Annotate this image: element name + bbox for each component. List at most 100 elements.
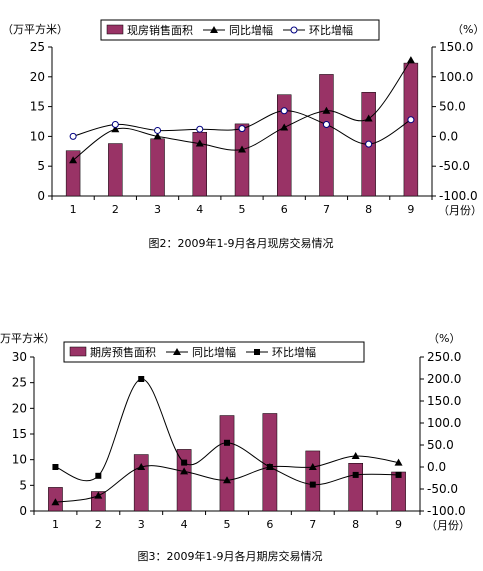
x-tick-label: 5 xyxy=(239,203,246,216)
series-1-point-3 xyxy=(138,376,145,382)
bar-3 xyxy=(150,138,165,197)
series-1-point-6 xyxy=(280,107,288,115)
right-tick-label: -100.0 xyxy=(439,189,478,203)
x-tick-label: 9 xyxy=(407,203,414,216)
x-tick-label: 7 xyxy=(309,518,316,531)
bar-8 xyxy=(348,463,363,512)
series-0-point-3 xyxy=(153,132,162,140)
series-line-1 xyxy=(55,378,399,486)
series-1-point-7 xyxy=(309,481,316,488)
chart-presale-housing: 0 5 10 15 20 25 30 -100.0 -50.0 0.0 50.0 100.0 150.0… xyxy=(0,290,483,567)
bar-5 xyxy=(234,123,250,197)
series-1-point-5 xyxy=(238,125,246,133)
x-tick-label: 4 xyxy=(196,203,203,216)
series-1-point-5 xyxy=(224,439,230,446)
left-tick-label: 10 xyxy=(12,453,27,467)
bar-7 xyxy=(305,450,321,512)
series-1-point-2 xyxy=(95,472,102,479)
bar-6 xyxy=(262,413,278,512)
x-axis-label: （月份） xyxy=(438,204,482,217)
series-1-point-1 xyxy=(69,132,77,140)
left-tick-label: 15 xyxy=(12,427,27,441)
x-tick-label: 3 xyxy=(154,203,161,216)
legend-swatch-bar xyxy=(69,346,87,357)
series-1-point-4 xyxy=(196,125,204,133)
legend-label-2: 环比增幅 xyxy=(309,23,353,37)
x-tick-label: 4 xyxy=(181,518,188,531)
bar-4 xyxy=(176,449,192,512)
series-0-point-9 xyxy=(394,458,403,466)
right-tick-label: 0.0 xyxy=(427,460,446,474)
x-tick-label: 5 xyxy=(224,518,231,531)
series-1-point-8 xyxy=(352,471,359,478)
x-tick-label: 8 xyxy=(352,518,359,531)
legend-label-1: 同比增幅 xyxy=(192,345,236,359)
bar-9 xyxy=(403,62,419,197)
right-tick-label: 50.0 xyxy=(427,438,454,452)
series-1-point-7 xyxy=(322,120,330,128)
legend-marker-1 xyxy=(173,348,181,355)
series-0-point-2 xyxy=(111,125,120,133)
left-tick-label: 0 xyxy=(37,189,45,203)
x-tick-label: 6 xyxy=(266,518,273,531)
series-1-point-8 xyxy=(365,140,373,148)
legend-box xyxy=(100,19,380,41)
right-tick-label: -50.0 xyxy=(427,482,458,496)
series-0-point-9 xyxy=(406,56,415,64)
x-tick-label: 3 xyxy=(138,518,145,531)
x-tick-label: 8 xyxy=(365,203,372,216)
x-tick-label: 2 xyxy=(95,518,102,531)
series-0-point-3 xyxy=(137,463,146,470)
series-1-point-2 xyxy=(111,120,119,128)
x-tick-label: 7 xyxy=(323,203,330,216)
chart-existing-housing: 0 5 10 15 20 25 -100.0 -50.0 0.0 50.0 100.0 150.0 1 2… xyxy=(0,0,483,270)
left-tick-label: 20 xyxy=(12,401,27,415)
left-tick-label: 10 xyxy=(30,129,45,143)
right-tick-label: 0.0 xyxy=(439,129,458,143)
left-tick-label: 25 xyxy=(12,376,27,390)
right-tick-label: -100.0 xyxy=(427,504,466,518)
left-axis-label: （万平方米） xyxy=(2,22,68,36)
right-tick-label: 100.0 xyxy=(439,70,473,84)
series-1-point-1 xyxy=(52,464,59,470)
bar-2 xyxy=(108,143,123,197)
x-axis-label: （月份） xyxy=(426,519,470,532)
left-tick-label: 25 xyxy=(30,40,45,54)
series-0-point-4 xyxy=(195,139,204,147)
legend-box xyxy=(63,341,365,363)
left-tick-label: 0 xyxy=(19,504,27,518)
right-axis-label: （%） xyxy=(428,332,460,345)
series-0-point-5 xyxy=(223,476,231,484)
left-tick-label: 30 xyxy=(12,350,27,364)
chart-title: 图3：2009年1-9月各月期房交易情况 xyxy=(138,549,323,563)
legend-marker-2 xyxy=(254,349,260,355)
right-tick-label: -50.0 xyxy=(439,159,470,173)
bar-7 xyxy=(319,74,334,197)
series-1-point-6 xyxy=(266,464,273,470)
left-tick-label: 20 xyxy=(30,70,45,84)
right-axis-label: （%） xyxy=(452,23,483,36)
chart-svg-2: 051015202530-100.0-50.00.050.0100.0150.0… xyxy=(0,331,470,563)
x-tick-label: 1 xyxy=(52,518,59,531)
series-0-point-2 xyxy=(94,491,103,499)
legend-label-1: 同比增幅 xyxy=(229,23,273,37)
x-tick-label: 2 xyxy=(112,203,119,216)
right-tick-label: 100.0 xyxy=(427,416,461,430)
series-1-point-9 xyxy=(395,471,402,478)
series-0-point-5 xyxy=(238,145,246,153)
bar-1 xyxy=(65,150,81,197)
chart-title: 图2：2009年1-9月各月现房交易情况 xyxy=(149,236,334,250)
series-0-point-1 xyxy=(51,498,60,506)
x-tick-label: 9 xyxy=(395,518,402,531)
bar-5 xyxy=(219,415,235,512)
series-0-point-8 xyxy=(351,452,360,459)
right-tick-label: 50.0 xyxy=(439,100,466,114)
series-1-point-3 xyxy=(154,126,162,134)
x-tick-label: 6 xyxy=(281,203,288,216)
series-0-point-8 xyxy=(364,114,373,122)
series-1-point-4 xyxy=(181,459,188,466)
left-tick-label: 15 xyxy=(30,100,45,114)
legend-marker-1 xyxy=(210,26,218,33)
series-0-point-6 xyxy=(280,123,289,131)
